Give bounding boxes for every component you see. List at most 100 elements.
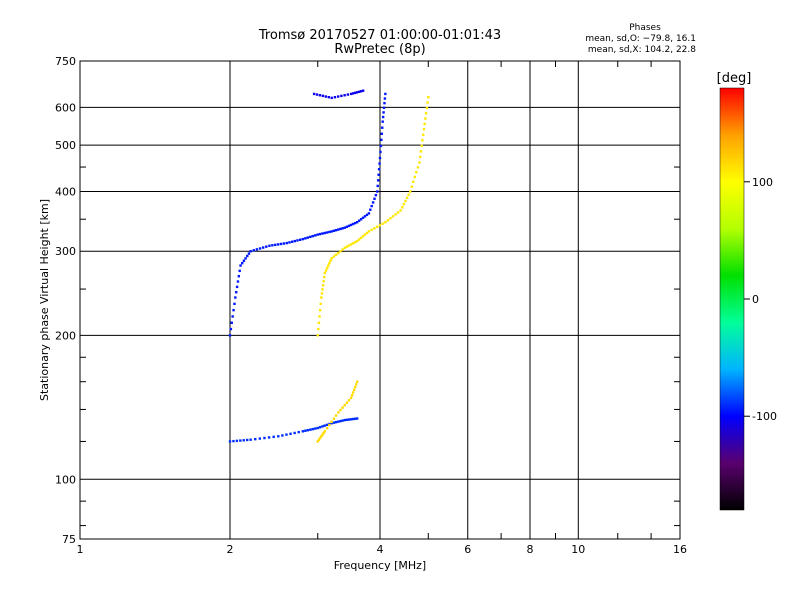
data-point — [396, 211, 400, 214]
data-point — [318, 94, 322, 97]
data-point — [239, 264, 242, 267]
data-point — [369, 208, 372, 211]
data-point — [321, 94, 325, 98]
data-point — [304, 237, 307, 240]
data-point — [242, 439, 245, 442]
data-point — [258, 247, 262, 250]
data-point — [421, 139, 424, 142]
data-point — [228, 440, 232, 443]
data-point — [316, 426, 319, 430]
data-point — [318, 436, 322, 440]
data-point — [317, 327, 320, 331]
data-point — [355, 221, 359, 224]
data-point — [339, 419, 342, 423]
data-point — [383, 97, 387, 100]
data-point — [339, 408, 342, 412]
data-point — [376, 179, 380, 182]
data-point — [347, 418, 351, 421]
y-tick-label: 200 — [55, 329, 76, 342]
data-point — [328, 423, 331, 427]
data-point — [304, 429, 307, 432]
data-point — [323, 271, 327, 275]
data-point — [235, 285, 239, 289]
data-point — [418, 161, 421, 164]
chart-subtitle: RwPretec (8p) — [334, 42, 425, 57]
data-point — [345, 245, 349, 248]
data-point — [320, 292, 324, 295]
data-point — [363, 233, 367, 236]
data-point — [234, 296, 237, 299]
data-point — [285, 433, 288, 436]
data-point — [422, 127, 426, 131]
data-point — [274, 243, 277, 247]
data-point — [379, 144, 383, 148]
y-tick-label: 300 — [55, 245, 76, 258]
data-point — [343, 403, 346, 407]
data-point — [382, 106, 386, 109]
data-point — [345, 225, 349, 228]
data-point — [322, 431, 325, 435]
data-point — [357, 219, 361, 222]
data-point — [415, 170, 418, 174]
data-point — [353, 91, 357, 95]
data-point — [371, 201, 375, 204]
data-point — [339, 250, 342, 253]
data-point — [343, 226, 347, 229]
data-point — [330, 230, 333, 233]
data-point — [370, 228, 373, 232]
data-point — [293, 239, 296, 243]
colorbar-ticks: 100 0 -100 — [744, 176, 777, 423]
data-point — [350, 393, 354, 397]
data-point — [361, 235, 365, 238]
data-point — [281, 434, 284, 437]
data-point — [413, 175, 417, 179]
data-point — [365, 231, 369, 235]
x-tick-label: 8 — [527, 543, 534, 556]
data-point — [332, 255, 336, 258]
data-point — [336, 95, 340, 98]
data-point — [321, 232, 324, 235]
phase-info-title: Phases — [629, 23, 661, 33]
data-point — [258, 437, 262, 440]
data-point — [353, 417, 357, 420]
data-point — [334, 414, 338, 417]
data-point — [353, 221, 357, 225]
data-point — [249, 438, 252, 441]
data-point — [355, 380, 359, 383]
data-point — [351, 222, 355, 226]
data-point — [352, 388, 356, 392]
data-point — [410, 185, 413, 188]
data-point — [343, 418, 347, 422]
colorbar-tick-label: 0 — [752, 293, 759, 306]
x-tick-label: 4 — [377, 543, 384, 556]
data-point — [424, 111, 428, 115]
data-point — [381, 222, 384, 225]
data-point — [423, 122, 426, 126]
data-point — [394, 213, 397, 216]
colorbar: [deg] 100 0 -100 — [717, 71, 777, 511]
phase-info-x: mean, sd,X: 104.2, 22.8 — [588, 45, 696, 55]
data-point — [325, 266, 329, 270]
data-point — [382, 111, 385, 114]
data-point — [329, 259, 332, 262]
y-axis-label: Stationary phase Virtual Height [km] — [38, 199, 51, 401]
data-point — [233, 302, 236, 306]
data-point — [351, 242, 355, 245]
x-tick-label: 6 — [464, 543, 471, 556]
data-point — [324, 269, 328, 272]
data-point — [334, 228, 338, 232]
data-point — [345, 418, 349, 422]
data-point — [355, 239, 359, 243]
data-point — [357, 238, 361, 241]
data-point — [314, 234, 317, 237]
data-point — [267, 436, 271, 439]
data-point — [317, 321, 321, 324]
colorbar-gradient — [719, 87, 745, 511]
data-point — [425, 106, 429, 110]
data-point — [339, 227, 342, 231]
data-point — [290, 240, 294, 243]
data-point — [347, 399, 351, 402]
colorbar-tick-label: -100 — [752, 410, 777, 423]
data-point — [318, 232, 322, 236]
data-point — [353, 241, 357, 244]
